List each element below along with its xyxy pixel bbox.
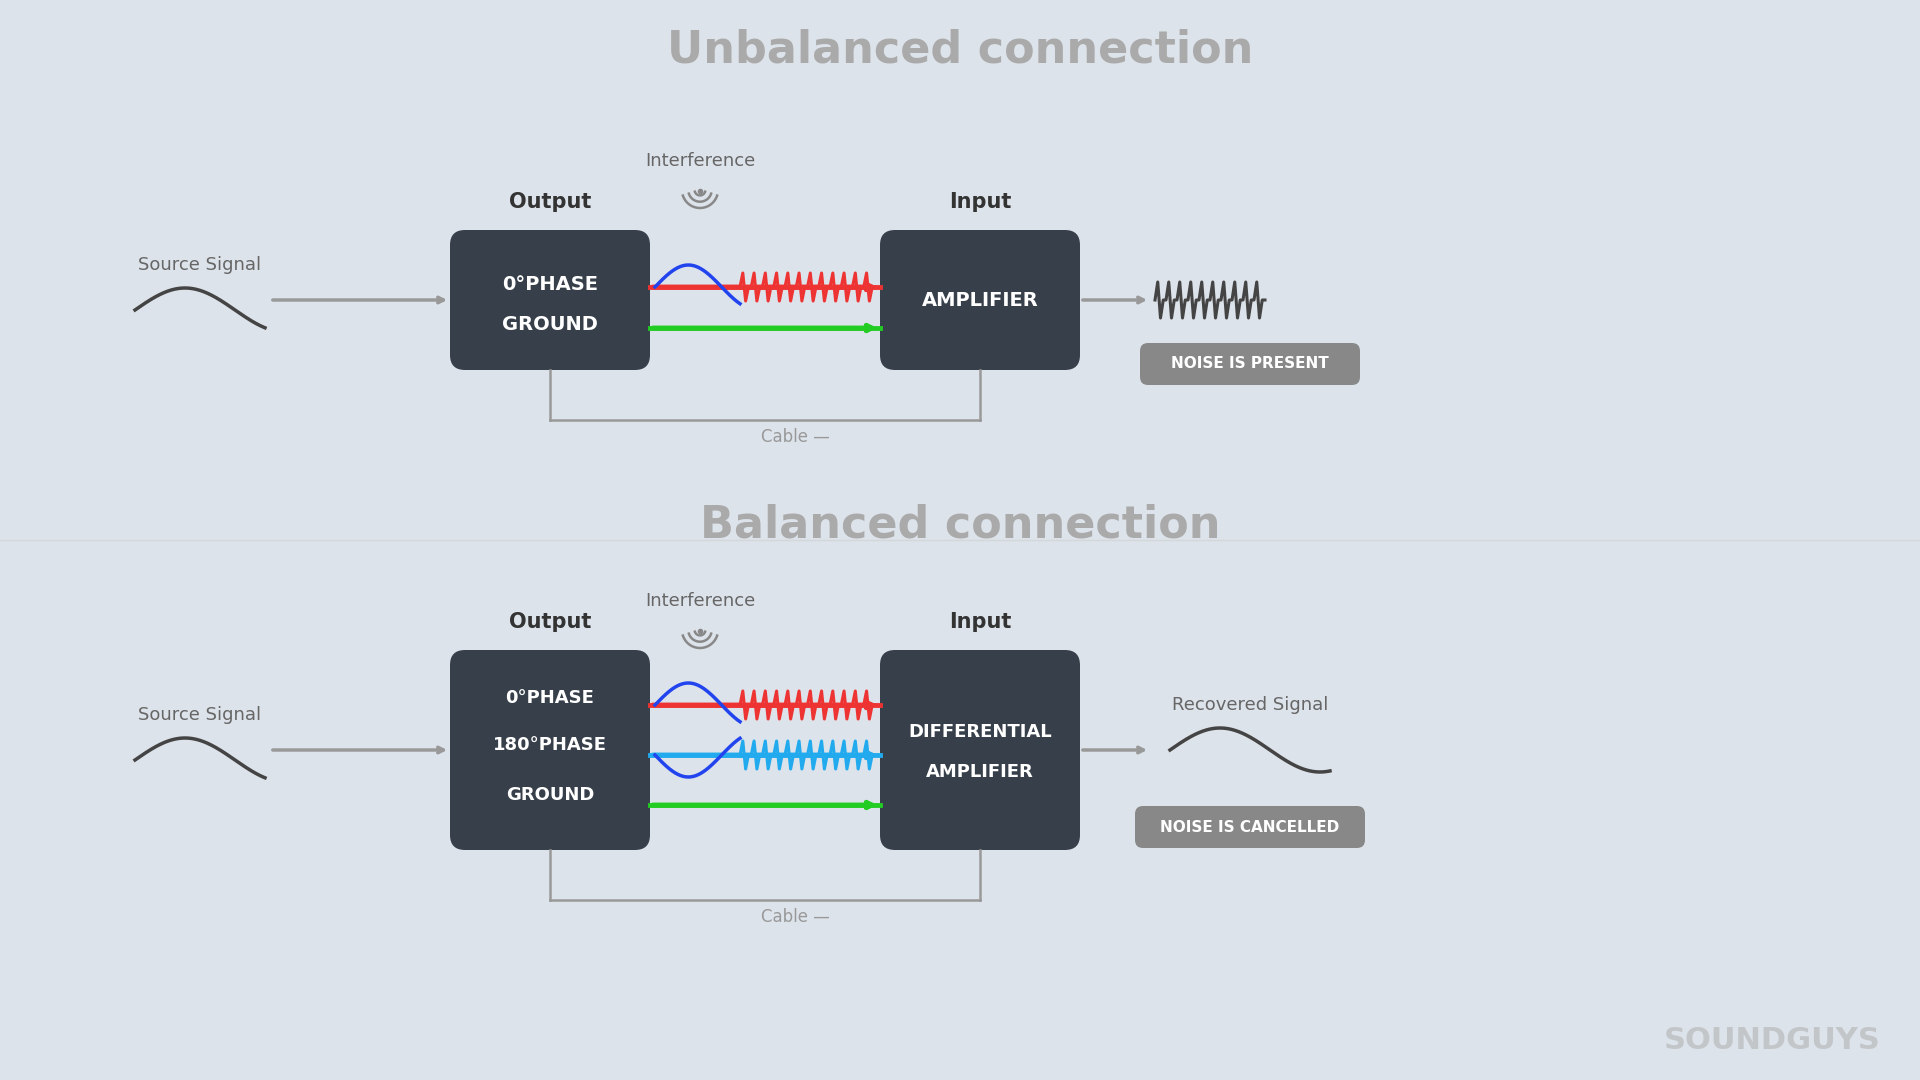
- Text: SOUNDGUYS: SOUNDGUYS: [1663, 1026, 1880, 1055]
- Text: DIFFERENTIAL: DIFFERENTIAL: [908, 723, 1052, 741]
- Text: Input: Input: [948, 192, 1012, 212]
- Text: Unbalanced connection: Unbalanced connection: [666, 28, 1254, 71]
- Text: Cable —: Cable —: [760, 428, 829, 446]
- Text: Balanced connection: Balanced connection: [699, 503, 1221, 546]
- Text: 0°PHASE: 0°PHASE: [505, 689, 595, 707]
- Text: Output: Output: [509, 192, 591, 212]
- FancyBboxPatch shape: [449, 230, 651, 370]
- Text: AMPLIFIER: AMPLIFIER: [925, 762, 1033, 781]
- Text: Recovered Signal: Recovered Signal: [1171, 696, 1329, 714]
- Text: Interference: Interference: [645, 152, 755, 170]
- FancyBboxPatch shape: [1135, 806, 1365, 848]
- FancyBboxPatch shape: [1140, 343, 1359, 384]
- Text: Interference: Interference: [645, 592, 755, 610]
- FancyBboxPatch shape: [879, 650, 1081, 850]
- FancyBboxPatch shape: [449, 650, 651, 850]
- Text: GROUND: GROUND: [505, 786, 593, 804]
- FancyBboxPatch shape: [879, 230, 1081, 370]
- Text: Cable —: Cable —: [760, 908, 829, 926]
- Text: Input: Input: [948, 612, 1012, 632]
- Text: Source Signal: Source Signal: [138, 256, 261, 274]
- Text: NOISE IS CANCELLED: NOISE IS CANCELLED: [1160, 820, 1340, 835]
- Text: Source Signal: Source Signal: [138, 706, 261, 724]
- Text: GROUND: GROUND: [501, 315, 597, 335]
- Text: NOISE IS PRESENT: NOISE IS PRESENT: [1171, 356, 1329, 372]
- Text: AMPLIFIER: AMPLIFIER: [922, 291, 1039, 310]
- Text: Output: Output: [509, 612, 591, 632]
- Text: 0°PHASE: 0°PHASE: [501, 275, 597, 295]
- Text: 180°PHASE: 180°PHASE: [493, 735, 607, 754]
